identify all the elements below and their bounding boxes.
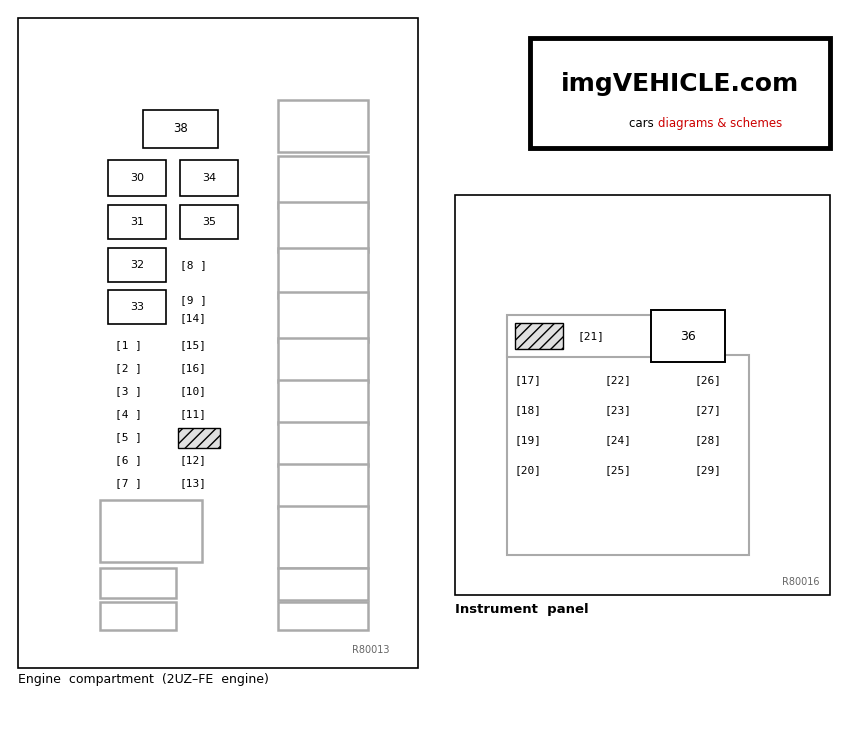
Bar	[278, 248, 368, 298]
Bar	[100, 602, 176, 630]
Bar	[278, 464, 368, 508]
Text: imgVEHICLE.com: imgVEHICLE.com	[561, 72, 799, 96]
Text: [9 ]: [9 ]	[180, 295, 207, 305]
Bar	[651, 310, 725, 362]
Text: R80016: R80016	[783, 577, 820, 587]
Text: [24]: [24]	[605, 435, 632, 445]
Text: [2 ]: [2 ]	[115, 363, 142, 373]
Bar	[278, 602, 368, 630]
Text: [15]: [15]	[180, 340, 207, 350]
Text: 31: 31	[130, 217, 144, 227]
Bar	[108, 205, 166, 239]
Text: [25]: [25]	[605, 465, 632, 475]
Text: [16]: [16]	[180, 363, 207, 373]
Text: 32: 32	[130, 260, 144, 270]
Text: 36: 36	[680, 330, 696, 342]
Bar	[278, 422, 368, 466]
Text: R80013: R80013	[353, 645, 390, 655]
FancyBboxPatch shape	[70, 40, 365, 646]
Text: [18]: [18]	[515, 405, 542, 415]
Bar	[180, 205, 238, 239]
Text: [12]: [12]	[180, 455, 207, 465]
Text: [6 ]: [6 ]	[115, 455, 142, 465]
Bar	[180, 160, 238, 196]
Text: [11]: [11]	[180, 409, 207, 419]
Text: [8 ]: [8 ]	[180, 260, 207, 270]
Text: [3 ]: [3 ]	[115, 386, 142, 396]
Text: 30: 30	[130, 173, 144, 183]
Text: [27]: [27]	[695, 405, 722, 415]
Text: [7 ]: [7 ]	[115, 478, 142, 488]
Text: [10]: [10]	[180, 386, 207, 396]
Bar	[100, 500, 202, 562]
Text: [5 ]: [5 ]	[115, 432, 142, 442]
Text: cars: cars	[630, 118, 658, 130]
Text: [26]: [26]	[695, 375, 722, 385]
Text: 34: 34	[202, 173, 216, 183]
Bar	[278, 338, 368, 382]
Bar	[143, 110, 218, 148]
Text: [22]: [22]	[605, 375, 632, 385]
Text: [14]: [14]	[180, 313, 207, 323]
Bar	[278, 100, 368, 152]
Bar	[178, 428, 220, 448]
Bar	[515, 323, 563, 349]
Text: [20]: [20]	[515, 465, 542, 475]
Bar	[278, 292, 368, 342]
Text: [13]: [13]	[180, 478, 207, 488]
Text: diagrams & schemes: diagrams & schemes	[658, 118, 782, 130]
Bar	[108, 160, 166, 196]
Bar	[530, 38, 830, 148]
Bar	[455, 195, 830, 595]
Bar	[278, 506, 368, 568]
Bar	[278, 202, 368, 252]
Bar	[507, 355, 749, 555]
Bar	[278, 380, 368, 424]
Text: 35: 35	[202, 217, 216, 227]
Bar	[18, 18, 418, 668]
Text: [23]: [23]	[605, 405, 632, 415]
Text: [17]: [17]	[515, 375, 542, 385]
Text: [1 ]: [1 ]	[115, 340, 142, 350]
Text: [4 ]: [4 ]	[115, 409, 142, 419]
Text: 33: 33	[130, 302, 144, 312]
Bar	[100, 568, 176, 598]
Text: [28]: [28]	[695, 435, 722, 445]
Text: [29]: [29]	[695, 465, 722, 475]
Text: Engine  compartment  (2UZ–FE  engine): Engine compartment (2UZ–FE engine)	[18, 673, 269, 687]
Text: 38: 38	[173, 123, 188, 135]
Bar	[108, 290, 166, 324]
Text: Instrument  panel: Instrument panel	[455, 603, 588, 617]
Text: [19]: [19]	[515, 435, 542, 445]
Text: [21]: [21]	[578, 331, 605, 341]
Bar	[278, 156, 368, 208]
Bar	[278, 568, 368, 600]
Bar	[507, 315, 682, 357]
Bar	[108, 248, 166, 282]
